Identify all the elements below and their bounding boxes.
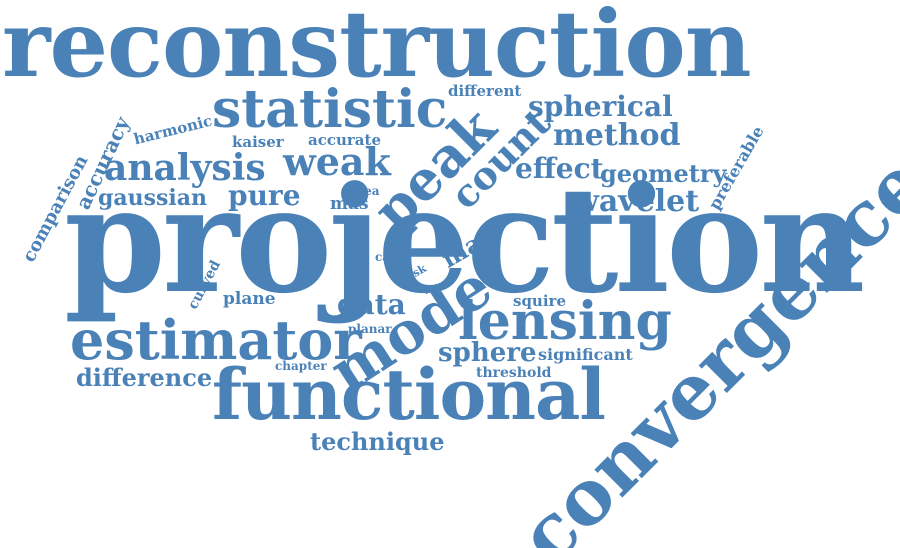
word-threshold: threshold bbox=[476, 365, 552, 381]
word-case: case bbox=[375, 250, 405, 264]
word-gaussian: gaussian bbox=[98, 185, 208, 211]
word-reconstruction: reconstruction bbox=[2, 0, 752, 98]
word-significant: significant bbox=[538, 345, 633, 364]
word-wavelet: wavelet bbox=[573, 184, 700, 219]
word-mas: mas bbox=[330, 194, 369, 214]
word-different: different bbox=[448, 82, 522, 100]
word-accurate: accurate bbox=[308, 131, 381, 149]
word-plane: plane bbox=[223, 289, 276, 309]
word-spherical: spherical bbox=[528, 90, 673, 123]
word-planar: planar bbox=[348, 322, 392, 336]
word-area: area bbox=[350, 184, 380, 198]
word-geometry: geometry bbox=[600, 159, 727, 188]
word-harmonic: harmonic bbox=[131, 111, 215, 149]
word-projection: projection bbox=[64, 155, 865, 326]
word-pure: pure bbox=[228, 179, 301, 212]
word-effect: effect bbox=[515, 152, 604, 185]
word-method: method bbox=[553, 118, 681, 153]
word-sphere: sphere bbox=[438, 338, 537, 368]
word-kaiser: kaiser bbox=[232, 133, 284, 151]
word-weak: weak bbox=[283, 139, 391, 184]
word-chapter: chapter bbox=[275, 359, 327, 373]
word-data: data bbox=[337, 288, 406, 321]
word-squire: squire bbox=[513, 292, 566, 310]
word-difference: difference bbox=[76, 363, 213, 392]
word-statistic: statistic bbox=[212, 79, 448, 140]
word-functional: functional bbox=[212, 353, 606, 436]
word-technique: technique bbox=[310, 427, 445, 456]
word-lensing: lensing bbox=[458, 291, 672, 352]
word-estimator: estimator bbox=[70, 308, 362, 372]
word-analysis: analysis bbox=[104, 147, 266, 189]
word-shear: shear bbox=[355, 225, 370, 263]
